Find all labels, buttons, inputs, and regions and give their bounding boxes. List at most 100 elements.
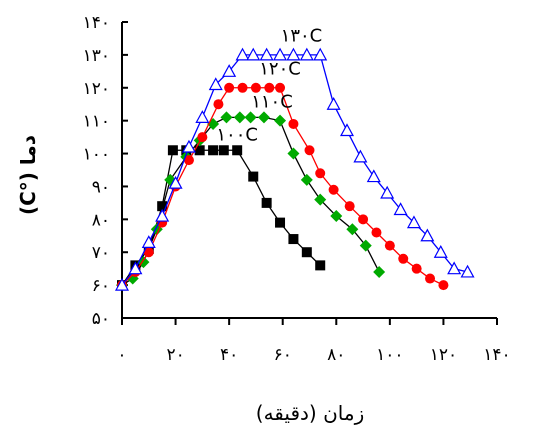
data-point: [300, 173, 313, 186]
data-point: [380, 185, 395, 199]
data-point: [366, 169, 381, 183]
data-point: [353, 149, 368, 163]
data-point: [275, 217, 286, 228]
data-point: [194, 145, 205, 156]
y-tick-label: ۱۱۰: [83, 112, 110, 132]
y-tick-label: ۱۳۰: [83, 46, 110, 66]
x-axis-label: زمان (دقیقه): [256, 401, 364, 425]
data-point: [313, 47, 328, 61]
data-point: [275, 82, 286, 93]
data-point: [261, 197, 272, 208]
data-point: [301, 247, 312, 258]
data-point: [447, 261, 462, 275]
data-point: [213, 99, 224, 110]
y-tick-label: ۸۰: [92, 210, 110, 230]
data-point: [371, 227, 382, 238]
data-point: [208, 145, 219, 156]
data-point: [420, 228, 435, 242]
data-point: [141, 235, 156, 248]
y-axis-label: دما (°C): [16, 135, 40, 215]
y-ticks: ۵۰ ۶۰ ۷۰ ۸۰ ۹۰ ۱۰۰ ۱۱۰ ۱۲۰ ۱۳۰ ۱۴۰: [83, 13, 128, 329]
x-tick-label: ۱۲۰: [430, 345, 457, 365]
data-point: [425, 273, 436, 284]
data-point: [222, 64, 237, 77]
data-point: [460, 264, 475, 278]
y-tick-label: ۷۰: [92, 243, 110, 263]
data-point: [359, 239, 372, 252]
data-point: [346, 223, 359, 236]
data-point: [299, 47, 314, 61]
x-ticks: ۰ ۲۰ ۴۰ ۶۰ ۸۰ ۱۰۰ ۱۲۰ ۱۴۰: [117, 318, 511, 365]
series-circle: [117, 82, 449, 291]
series-annotation: ۱۲۰C: [259, 59, 301, 80]
data-point: [326, 96, 341, 110]
data-point: [393, 202, 408, 216]
series-line: [121, 54, 468, 286]
x-tick-label: ۶۰: [274, 345, 292, 365]
data-point: [288, 118, 299, 129]
data-point: [143, 247, 154, 258]
data-point: [128, 261, 143, 275]
y-tick-label: ۵۰: [92, 309, 110, 329]
x-tick-label: ۸۰: [327, 345, 345, 365]
data-point: [157, 201, 168, 212]
data-point: [406, 215, 421, 229]
data-point: [274, 114, 287, 127]
series-square: [117, 145, 326, 291]
data-point: [358, 214, 369, 225]
data-point: [257, 111, 270, 124]
x-tick-label: ۲۰: [166, 345, 184, 365]
data-point: [411, 263, 422, 274]
data-point: [433, 244, 448, 258]
data-point: [304, 145, 315, 156]
axes: ۵۰ ۶۰ ۷۰ ۸۰ ۹۰ ۱۰۰ ۱۱۰ ۱۲۰ ۱۳۰ ۱۴۰ ۰ ۲۰ ۴۰ ۶۰ ۸۰ ۱۰۰ ۱۲…: [83, 13, 511, 365]
y-tick-label: ۶۰: [92, 276, 110, 296]
y-tick-label: ۹۰: [92, 177, 110, 197]
data-point: [259, 47, 274, 61]
data-point: [181, 139, 196, 153]
data-point: [438, 280, 449, 291]
data-point: [273, 47, 288, 61]
data-point: [168, 175, 183, 189]
data-point: [344, 201, 355, 212]
data-point: [220, 111, 233, 124]
data-point: [330, 210, 343, 223]
data-point: [398, 253, 409, 264]
data-point: [264, 82, 275, 93]
data-point: [248, 171, 259, 182]
data-point: [315, 168, 326, 179]
series-line: [121, 149, 321, 286]
data-point: [155, 208, 170, 222]
data-point: [339, 123, 355, 137]
data-point: [197, 132, 208, 143]
series-layer: [114, 47, 475, 292]
data-point: [195, 110, 210, 123]
x-tick-label: ۰: [117, 345, 126, 365]
series-annotation: ۱۰۰C: [216, 124, 258, 145]
data-point: [224, 82, 235, 93]
x-tick-label: ۱۰۰: [376, 345, 403, 365]
annotation-layer: ۱۳۰C ۱۲۰C ۱۱۰C ۱۰۰C: [216, 26, 322, 146]
series-annotation: ۱۱۰C: [251, 92, 293, 113]
y-tick-label: ۱۲۰: [83, 79, 110, 99]
data-point: [167, 145, 178, 156]
y-tick-label: ۱۴۰: [83, 13, 110, 33]
series-annotation: ۱۳۰C: [281, 26, 323, 47]
x-tick-label: ۴۰: [220, 345, 238, 365]
data-point: [208, 77, 223, 91]
data-point: [114, 277, 130, 291]
data-point: [233, 111, 246, 124]
data-point: [246, 47, 261, 61]
data-point: [250, 82, 261, 93]
data-point: [314, 193, 327, 206]
data-point: [183, 155, 194, 166]
series-triangle: [114, 47, 475, 291]
data-point: [237, 82, 248, 93]
data-point: [328, 184, 339, 195]
data-point: [235, 47, 250, 61]
data-point: [218, 145, 229, 156]
data-point: [244, 111, 257, 124]
data-point: [384, 240, 395, 251]
data-point: [287, 147, 300, 160]
